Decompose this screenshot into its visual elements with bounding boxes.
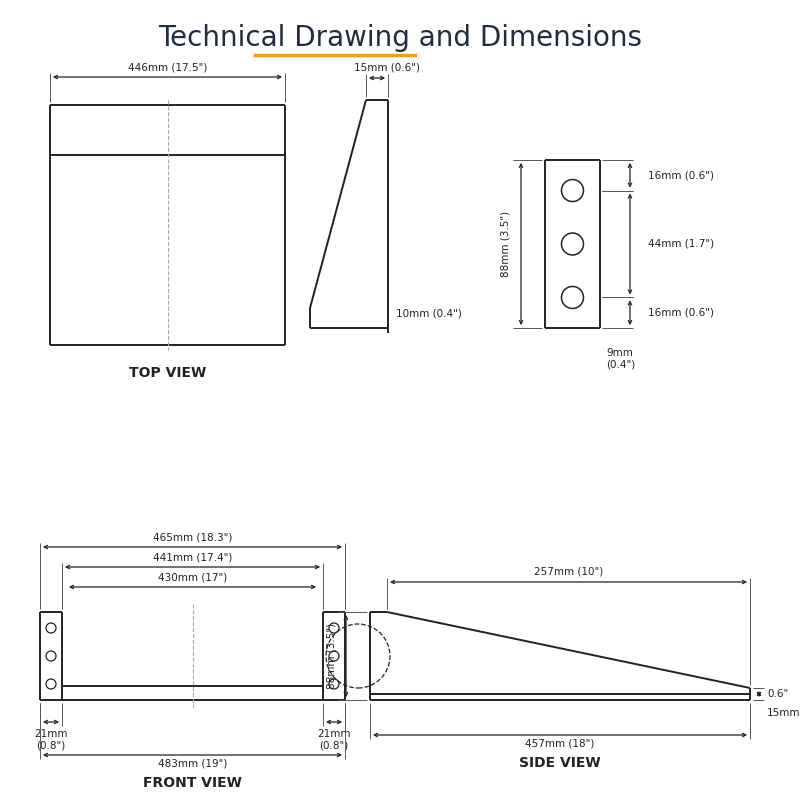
Text: 441mm (17.4"): 441mm (17.4") (153, 553, 232, 563)
Text: 16mm (0.6"): 16mm (0.6") (648, 308, 714, 318)
Text: 88mm (3.5"): 88mm (3.5") (501, 211, 511, 277)
Text: 16mm (0.6"): 16mm (0.6") (648, 170, 714, 180)
Text: 44mm (1.7"): 44mm (1.7") (648, 239, 714, 249)
Text: 15mm: 15mm (767, 708, 800, 718)
Text: Technical Drawing and Dimensions: Technical Drawing and Dimensions (158, 24, 642, 52)
Text: 9mm
(0.4"): 9mm (0.4") (606, 348, 635, 370)
Text: 21mm
(0.8"): 21mm (0.8") (318, 730, 350, 750)
Text: 465mm (18.3"): 465mm (18.3") (153, 533, 232, 543)
Text: 257mm (10"): 257mm (10") (534, 567, 603, 577)
Text: 10mm (0.4"): 10mm (0.4") (396, 308, 462, 318)
Text: 483mm (19"): 483mm (19") (158, 759, 227, 769)
Text: SIDE VIEW: SIDE VIEW (519, 756, 601, 770)
Text: 21mm
(0.8"): 21mm (0.8") (34, 730, 68, 750)
Text: 457mm (18"): 457mm (18") (526, 739, 594, 749)
Text: 88mm (3.5"): 88mm (3.5") (326, 623, 336, 689)
Text: 0.6": 0.6" (767, 689, 788, 699)
Text: 15mm (0.6"): 15mm (0.6") (354, 63, 420, 73)
Text: 430mm (17"): 430mm (17") (158, 573, 227, 583)
Text: TOP VIEW: TOP VIEW (129, 366, 206, 380)
Text: FRONT VIEW: FRONT VIEW (143, 776, 242, 790)
Text: 446mm (17.5"): 446mm (17.5") (128, 62, 207, 72)
